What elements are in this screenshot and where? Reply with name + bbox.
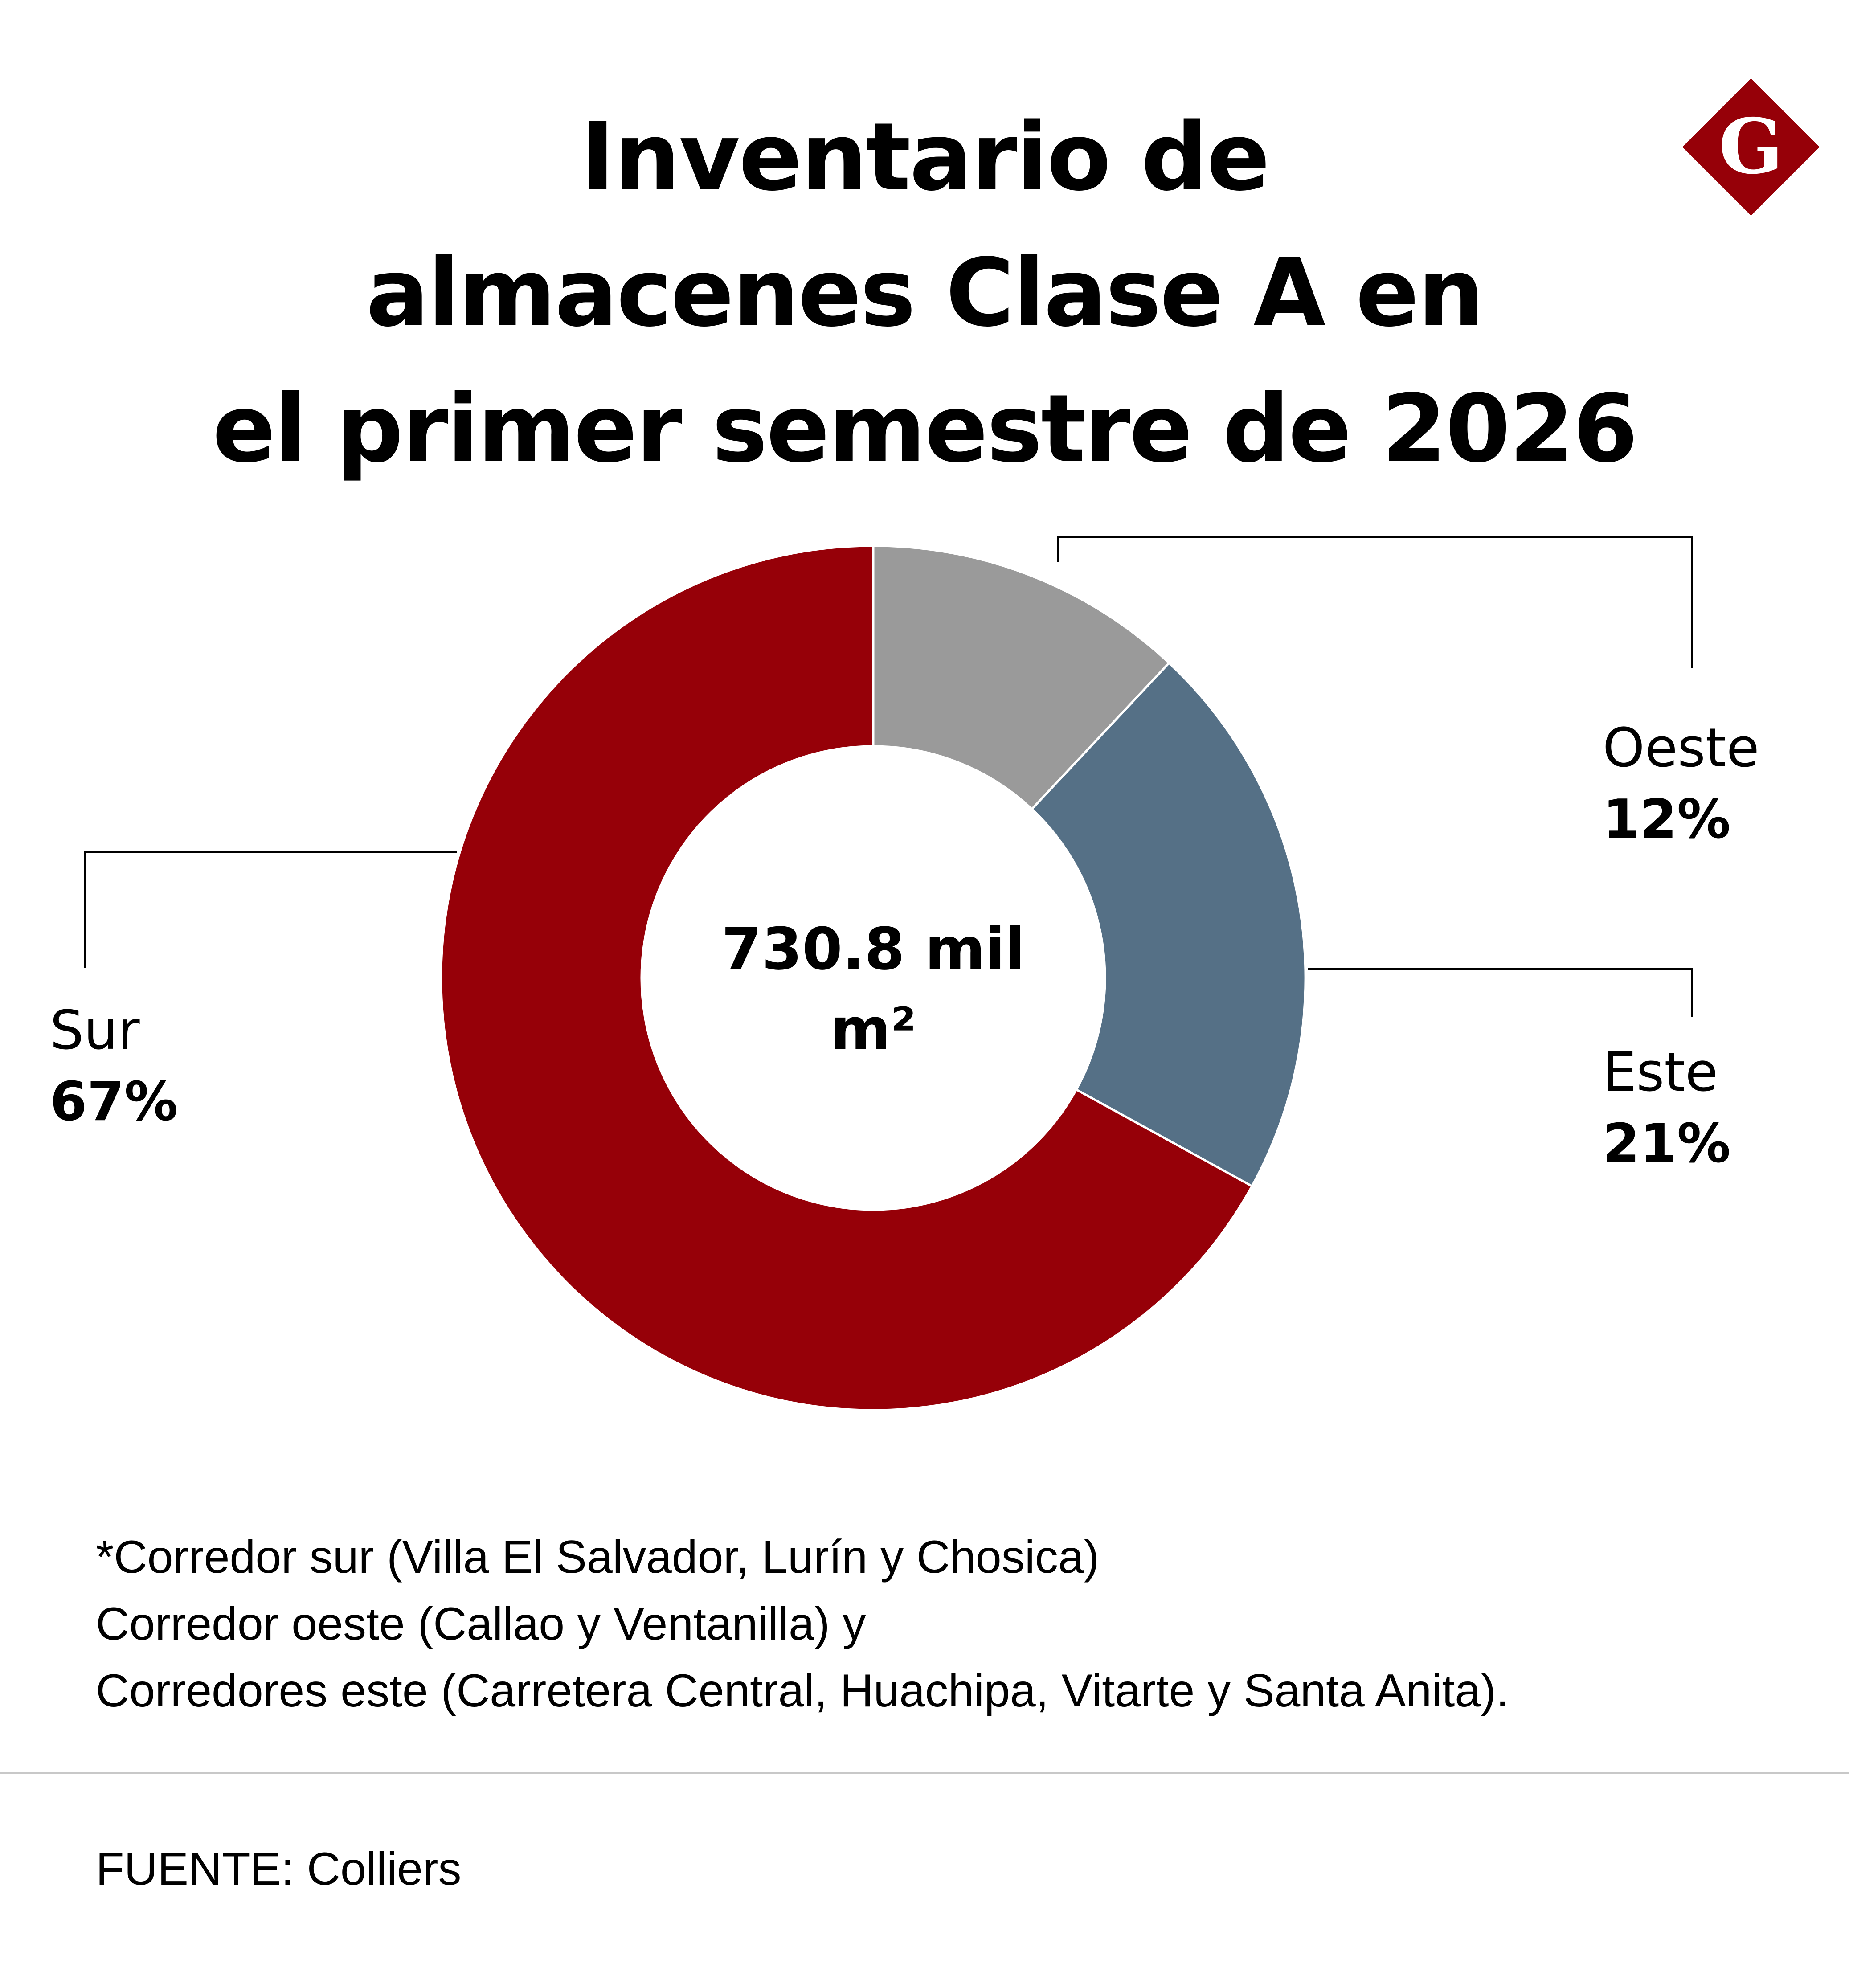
donut-chart — [84, 536, 1693, 1411]
slice-label-oeste: Oeste 12% — [1603, 713, 1759, 855]
source-credit: FUENTE: Colliers — [96, 1843, 462, 1895]
leader-line-este — [1308, 968, 1693, 1017]
chart-title-line-1: Inventario de — [580, 102, 1270, 212]
donut-slice-este — [1030, 661, 1307, 1188]
footnote-line-1: *Corredor sur (Villa El Salvador, Lurín … — [96, 1531, 1100, 1583]
donut-slice-sur — [440, 544, 1254, 1411]
center-unit: m² — [830, 995, 916, 1063]
leader-lines — [84, 536, 1693, 1017]
leader-line-oeste — [1057, 536, 1693, 668]
logo-diamond — [1682, 78, 1820, 216]
slice-label-sur: Sur 67% — [50, 995, 178, 1138]
slice-name-sur: Sur — [50, 1000, 140, 1062]
chart-title-line-2: almacenes Clase A en — [366, 238, 1484, 348]
footnotes: *Corredor sur (Villa El Salvador, Lurín … — [96, 1524, 1509, 1724]
leader-line-sur — [84, 851, 457, 968]
slice-pct-oeste: 12% — [1603, 789, 1731, 851]
slice-name-oeste: Oeste — [1603, 717, 1759, 779]
footnote-line-2: Corredor oeste (Callao y Ventanilla) y — [96, 1598, 866, 1650]
slice-pct-sur: 67% — [50, 1071, 178, 1133]
slice-name-este: Este — [1603, 1042, 1718, 1104]
donut-slice-oeste — [872, 544, 1171, 811]
footnote-line-3: Corredores este (Carretera Central, Huac… — [96, 1665, 1509, 1717]
donut-center-label: 730.8 mil m² — [659, 909, 1087, 1069]
footer-divider — [0, 1772, 1849, 1774]
chart-title-line-3: el primer semestre de 2026 — [212, 374, 1638, 483]
slice-label-este: Este 21% — [1603, 1037, 1730, 1180]
gestion-logo-icon: G — [1682, 78, 1820, 216]
donut-slices — [440, 544, 1307, 1411]
logo-letter: G — [1718, 102, 1783, 191]
slice-pct-este: 21% — [1603, 1113, 1731, 1175]
chart-title: Inventario de almacenes Clase A en el pr… — [111, 89, 1738, 497]
center-value: 730.8 mil — [721, 915, 1025, 983]
